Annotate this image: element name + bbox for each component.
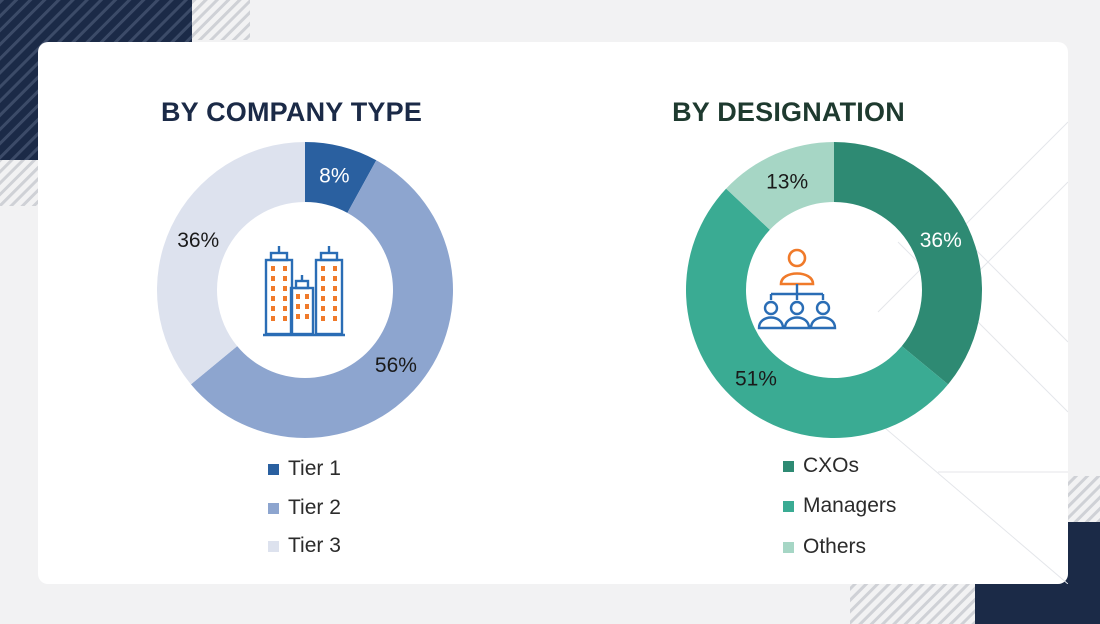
designation-panel: BY DESIGNATION 36% 51% 13% — [553, 42, 1068, 584]
legend-item-managers: Managers — [783, 494, 983, 518]
data-label-others: 13% — [766, 171, 808, 194]
legend-item-tier-3: Tier 3 — [268, 534, 468, 558]
donut-slice-managers — [685, 188, 949, 439]
donut-slice-others — [726, 142, 834, 230]
legend-swatch — [783, 501, 794, 512]
legend-label: Managers — [803, 494, 897, 517]
legend-swatch — [783, 461, 794, 472]
legend-label: Others — [803, 535, 867, 558]
legend-swatch — [268, 541, 279, 552]
donut-slice-tier-2 — [190, 160, 454, 438]
legend-swatch — [783, 542, 794, 553]
data-label-tier-3: 36% — [177, 229, 219, 252]
office-buildings-icon — [263, 246, 345, 337]
legend-item-others: Others — [783, 535, 983, 559]
company-type-donut: 8% 56% 36% — [157, 142, 454, 438]
organization-hierarchy-icon — [757, 248, 837, 330]
legend-label: Tier 3 — [288, 534, 341, 557]
chart-card: BY COMPANY TYPE 8% 56% 36% — [38, 42, 1068, 584]
donut-slice-tier-1 — [305, 142, 377, 213]
donut-slice-cxos — [834, 142, 982, 385]
data-label-managers: 51% — [735, 368, 777, 391]
company-type-legend: Tier 1 Tier 2 Tier 3 — [268, 457, 468, 567]
legend-label: Tier 1 — [288, 457, 341, 480]
data-label-tier-1: 8% — [319, 165, 349, 188]
chart-title-company-type: BY COMPANY TYPE — [160, 97, 423, 127]
legend-label: CXOs — [803, 454, 860, 477]
data-label-tier-2: 56% — [375, 354, 417, 377]
designation-legend: CXOs Managers Others — [783, 454, 983, 564]
legend-label: Tier 2 — [288, 496, 341, 519]
chart-title-designation: BY DESIGNATION — [672, 97, 905, 127]
legend-swatch — [268, 464, 279, 475]
donut-slice-tier-3 — [157, 142, 305, 385]
legend-item-cxos: CXOs — [783, 454, 983, 478]
data-label-cxos: 36% — [920, 229, 962, 252]
legend-item-tier-1: Tier 1 — [268, 457, 468, 481]
legend-swatch — [268, 503, 279, 514]
legend-item-tier-2: Tier 2 — [268, 496, 468, 520]
company-type-panel: BY COMPANY TYPE 8% 56% 36% — [38, 42, 553, 584]
designation-donut: 36% 51% 13% — [685, 142, 982, 439]
